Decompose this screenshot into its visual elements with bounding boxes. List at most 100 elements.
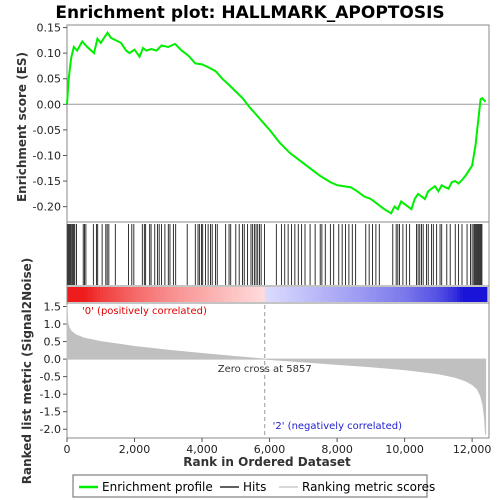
rank-color-segment <box>270 287 275 302</box>
positive-correlation-label: '0' (positively correlated) <box>82 306 207 317</box>
metric-y-tick-label: 0.5 <box>44 336 62 349</box>
rank-color-segment <box>207 287 212 302</box>
rank-color-segment <box>456 287 461 302</box>
rank-color-segment <box>348 287 353 302</box>
rank-color-segment <box>453 287 458 302</box>
rank-color-segment <box>327 287 332 302</box>
rank-color-segment <box>165 287 170 302</box>
rank-color-segment <box>138 287 143 302</box>
rank-color-segment <box>219 287 224 302</box>
rank-color-segment <box>120 287 125 302</box>
legend-hits-label: Hits <box>243 480 266 494</box>
es-y-tick-label: -0.15 <box>33 175 61 188</box>
x-tick-label: 2,000 <box>119 443 151 456</box>
rank-color-segment <box>426 287 431 302</box>
rank-color-segment <box>249 287 254 302</box>
rank-color-segment <box>318 287 323 302</box>
rank-color-segment <box>375 287 380 302</box>
rank-color-segment <box>471 287 476 302</box>
rank-color-segment <box>438 287 443 302</box>
rank-color-segment <box>213 287 218 302</box>
rank-color-segment <box>273 287 278 302</box>
metric-y-tick-label: 1.5 <box>44 301 62 314</box>
hits-panel-frame <box>66 221 490 287</box>
rank-color-segment <box>303 287 308 302</box>
x-tick-label: 8,000 <box>321 443 353 456</box>
rank-color-segment <box>246 287 251 302</box>
es-y-tick-label: -0.20 <box>33 201 61 214</box>
es-y-tick-label: -0.05 <box>33 124 61 137</box>
rank-color-segment <box>474 287 479 302</box>
rank-color-segment <box>480 287 485 302</box>
rank-color-segment <box>72 287 77 302</box>
x-tick-label: 10,000 <box>385 443 424 456</box>
rank-color-segment <box>87 287 92 302</box>
rank-color-segment <box>210 287 215 302</box>
es-y-tick-label: 0.10 <box>37 47 62 60</box>
x-tick-label: 4,000 <box>186 443 218 456</box>
rank-color-segment <box>240 287 245 302</box>
rank-color-segment <box>306 287 311 302</box>
rank-color-segment <box>288 287 293 302</box>
rank-color-segment <box>186 287 191 302</box>
rank-color-segment <box>243 287 248 302</box>
es-y-tick-label: 0.15 <box>37 22 62 35</box>
metric-y-tick-label: 0.0 <box>44 353 62 366</box>
rank-color-segment <box>351 287 356 302</box>
rank-color-segment <box>390 287 395 302</box>
es-panel-frame <box>66 24 490 223</box>
rank-color-segment <box>312 287 317 302</box>
rank-color-segment <box>204 287 209 302</box>
rank-color-segment <box>267 287 272 302</box>
rank-color-segment <box>144 287 149 302</box>
rank-color-segment <box>402 287 407 302</box>
rank-color-segment <box>126 287 131 302</box>
rank-color-segment <box>399 287 404 302</box>
rank-color-segment <box>123 287 128 302</box>
rank-color-segment <box>69 287 74 302</box>
rank-color-segment <box>255 287 260 302</box>
rank-color-segment <box>258 287 263 302</box>
x-tick-label: 12,000 <box>453 443 492 456</box>
rank-color-segment <box>198 287 203 302</box>
rank-color-segment <box>465 287 470 302</box>
rank-color-segment <box>96 287 101 302</box>
negative-correlation-label: '2' (negatively correlated) <box>273 421 402 432</box>
rank-color-segment <box>180 287 185 302</box>
rank-color-segment <box>174 287 179 302</box>
rank-color-segment <box>150 287 155 302</box>
rank-color-segment <box>468 287 473 302</box>
rank-color-segment <box>195 287 200 302</box>
rank-color-segment <box>315 287 320 302</box>
rank-color-segment <box>294 287 299 302</box>
rank-color-segment <box>78 287 83 302</box>
legend-box <box>72 474 428 498</box>
rank-color-segment <box>432 287 437 302</box>
metric-y-axis: 1.5 1.0 0.5 0.0 -0.5 -1.0 -1.5 -2.0 <box>40 301 67 436</box>
rank-color-segment <box>462 287 467 302</box>
rank-color-segment <box>75 287 80 302</box>
rank-color-segment <box>393 287 398 302</box>
rank-color-segment <box>141 287 146 302</box>
rank-color-segment <box>291 287 296 302</box>
rank-color-segment <box>99 287 104 302</box>
rank-color-segment <box>378 287 383 302</box>
metric-y-tick-label: -2.0 <box>40 423 61 436</box>
rank-color-segment <box>423 287 428 302</box>
rank-color-segment <box>360 287 365 302</box>
rank-color-segment <box>435 287 440 302</box>
rank-color-segment <box>129 287 134 302</box>
es-y-axis: 0.15 0.10 0.05 0.00 -0.05 -0.10 -0.15 -0.20 <box>33 22 67 214</box>
rank-color-segment <box>189 287 194 302</box>
rank-color-segment <box>429 287 434 302</box>
rank-color-segment <box>156 287 161 302</box>
rank-color-segment <box>264 287 269 302</box>
rank-color-segment <box>369 287 374 302</box>
metric-y-tick-label: -0.5 <box>40 371 61 384</box>
rank-color-segment <box>366 287 371 302</box>
chart-title: Enrichment plot: HALLMARK_APOPTOSIS <box>55 3 444 23</box>
rank-color-segment <box>171 287 176 302</box>
rank-color-segment <box>333 287 338 302</box>
x-axis: 0 2,000 4,000 6,000 8,000 10,000 12,000 <box>64 438 492 456</box>
